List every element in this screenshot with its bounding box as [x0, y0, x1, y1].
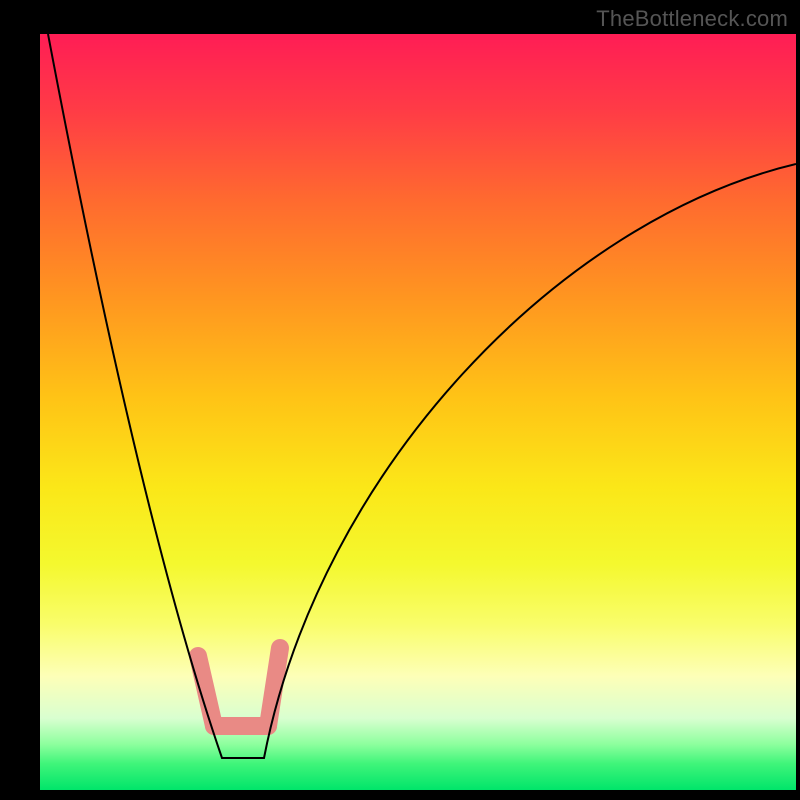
chart-outer: TheBottleneck.com	[0, 0, 800, 800]
plot-area	[40, 34, 796, 790]
plot-svg	[40, 34, 796, 790]
gradient-background	[40, 34, 796, 790]
watermark-text: TheBottleneck.com	[596, 6, 788, 32]
